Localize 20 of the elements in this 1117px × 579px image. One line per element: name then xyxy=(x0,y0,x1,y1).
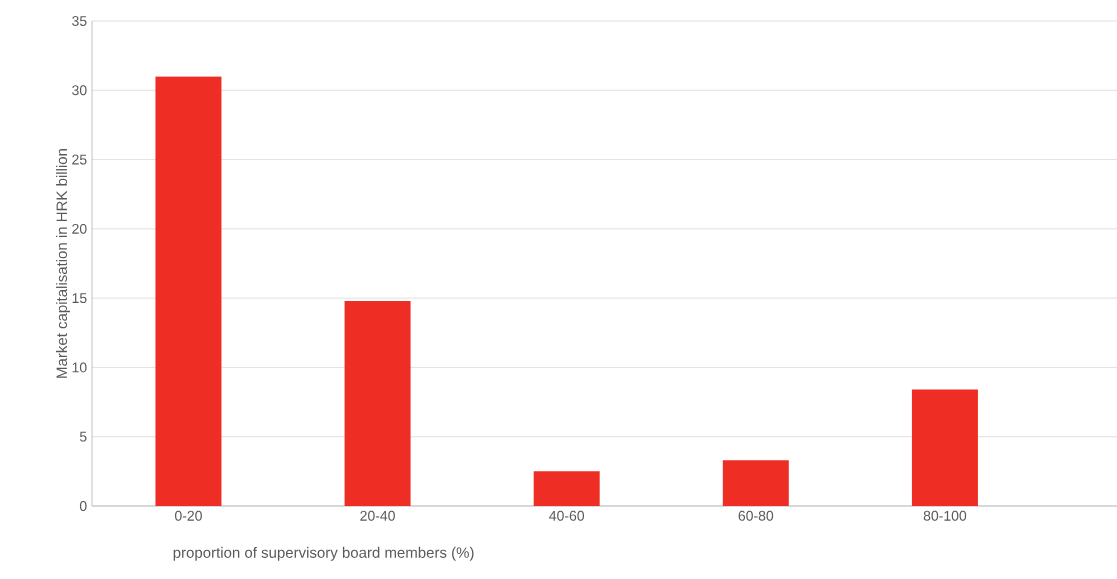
x-tick-label: 0-20 xyxy=(174,510,202,521)
bar xyxy=(533,471,600,506)
y-tick-label: 25 xyxy=(72,154,87,165)
y-tick-label: 15 xyxy=(72,293,87,304)
y-axis-title: Market capitalisation in HRK billion xyxy=(56,149,71,378)
y-tick-label: 10 xyxy=(72,362,87,373)
y-tick-label: 20 xyxy=(72,223,87,234)
bar xyxy=(155,76,222,506)
bar xyxy=(344,300,411,506)
y-tick-label: 5 xyxy=(79,431,87,442)
y-tick-label: 30 xyxy=(72,85,87,96)
x-tick-label: 20-40 xyxy=(360,510,395,521)
y-tick-label: 35 xyxy=(72,16,87,26)
x-tick-label: 60-80 xyxy=(738,510,774,521)
y-tick-label: 0 xyxy=(79,501,87,511)
x-tick-label: 80-100 xyxy=(923,510,967,521)
bar xyxy=(911,389,978,506)
x-axis-title: proportion of supervisory board members (%) xyxy=(173,546,474,561)
bar xyxy=(722,460,789,506)
x-tick-label: 40-60 xyxy=(549,510,585,521)
